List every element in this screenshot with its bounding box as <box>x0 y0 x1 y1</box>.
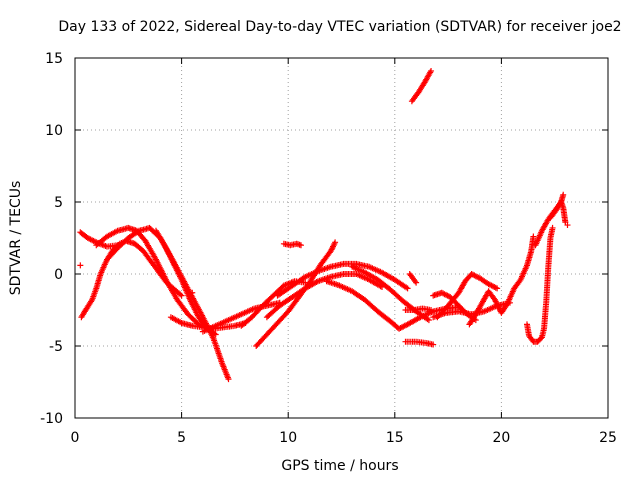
y-tick-label: 5 <box>54 195 63 211</box>
data-point <box>349 263 432 324</box>
data-point <box>434 271 501 321</box>
data-points <box>77 67 571 383</box>
data-point <box>406 271 420 286</box>
series-arc-17 <box>406 271 420 286</box>
y-tick-label: 15 <box>45 51 63 67</box>
y-tick-label: 10 <box>45 123 63 139</box>
plot-frame <box>74 57 609 419</box>
data-point <box>466 233 537 328</box>
y-axis-label: SDTVAR / TECUs <box>8 181 24 296</box>
data-point <box>93 224 213 332</box>
data-point <box>408 67 435 105</box>
x-tick-label: 25 <box>599 430 617 446</box>
data-point <box>547 199 569 226</box>
series-arc-11 <box>263 271 386 321</box>
series-arc-10 <box>280 240 304 249</box>
x-tick-label: 0 <box>71 430 80 446</box>
y-tick-label: 0 <box>54 267 63 283</box>
series-arc-22 <box>466 233 537 328</box>
series-arc-16 <box>402 305 435 313</box>
series-arc-14 <box>349 263 432 324</box>
data-point <box>402 305 435 313</box>
y-tick-label: -10 <box>40 411 63 427</box>
data-point <box>274 260 411 299</box>
x-tick-label: 10 <box>279 430 297 446</box>
data-point <box>564 222 571 229</box>
data-point <box>402 338 437 348</box>
x-axis-label: GPS time / hours <box>281 458 398 474</box>
series-arc-5 <box>153 227 219 338</box>
data-point <box>263 271 386 321</box>
series-arc-15 <box>402 338 437 348</box>
data-point <box>280 240 304 249</box>
data-point <box>524 224 556 345</box>
data-point <box>153 227 219 338</box>
series-arc-23 <box>524 224 556 345</box>
data-point <box>323 278 462 332</box>
y-tick-label: -5 <box>49 339 63 355</box>
series-arc-13 <box>323 278 462 332</box>
series-arc-21 <box>434 271 501 321</box>
data-point <box>189 289 196 296</box>
stray-points <box>77 222 571 296</box>
x-tick-label: 15 <box>386 430 404 446</box>
data-point <box>77 262 84 269</box>
grid-lines <box>75 58 608 418</box>
series-arc-12 <box>274 260 411 299</box>
series-arc-3 <box>93 224 213 332</box>
x-tick-label: 20 <box>492 430 510 446</box>
axis-ticks: 0 5 10 15 20 25 -10 -5 0 5 10 15 <box>40 51 617 446</box>
series-arc-25 <box>547 199 569 226</box>
chart-title: Day 133 of 2022, Sidereal Day-to-day VTE… <box>58 19 621 35</box>
series-arc-18 <box>408 67 435 105</box>
x-tick-label: 5 <box>177 430 186 446</box>
